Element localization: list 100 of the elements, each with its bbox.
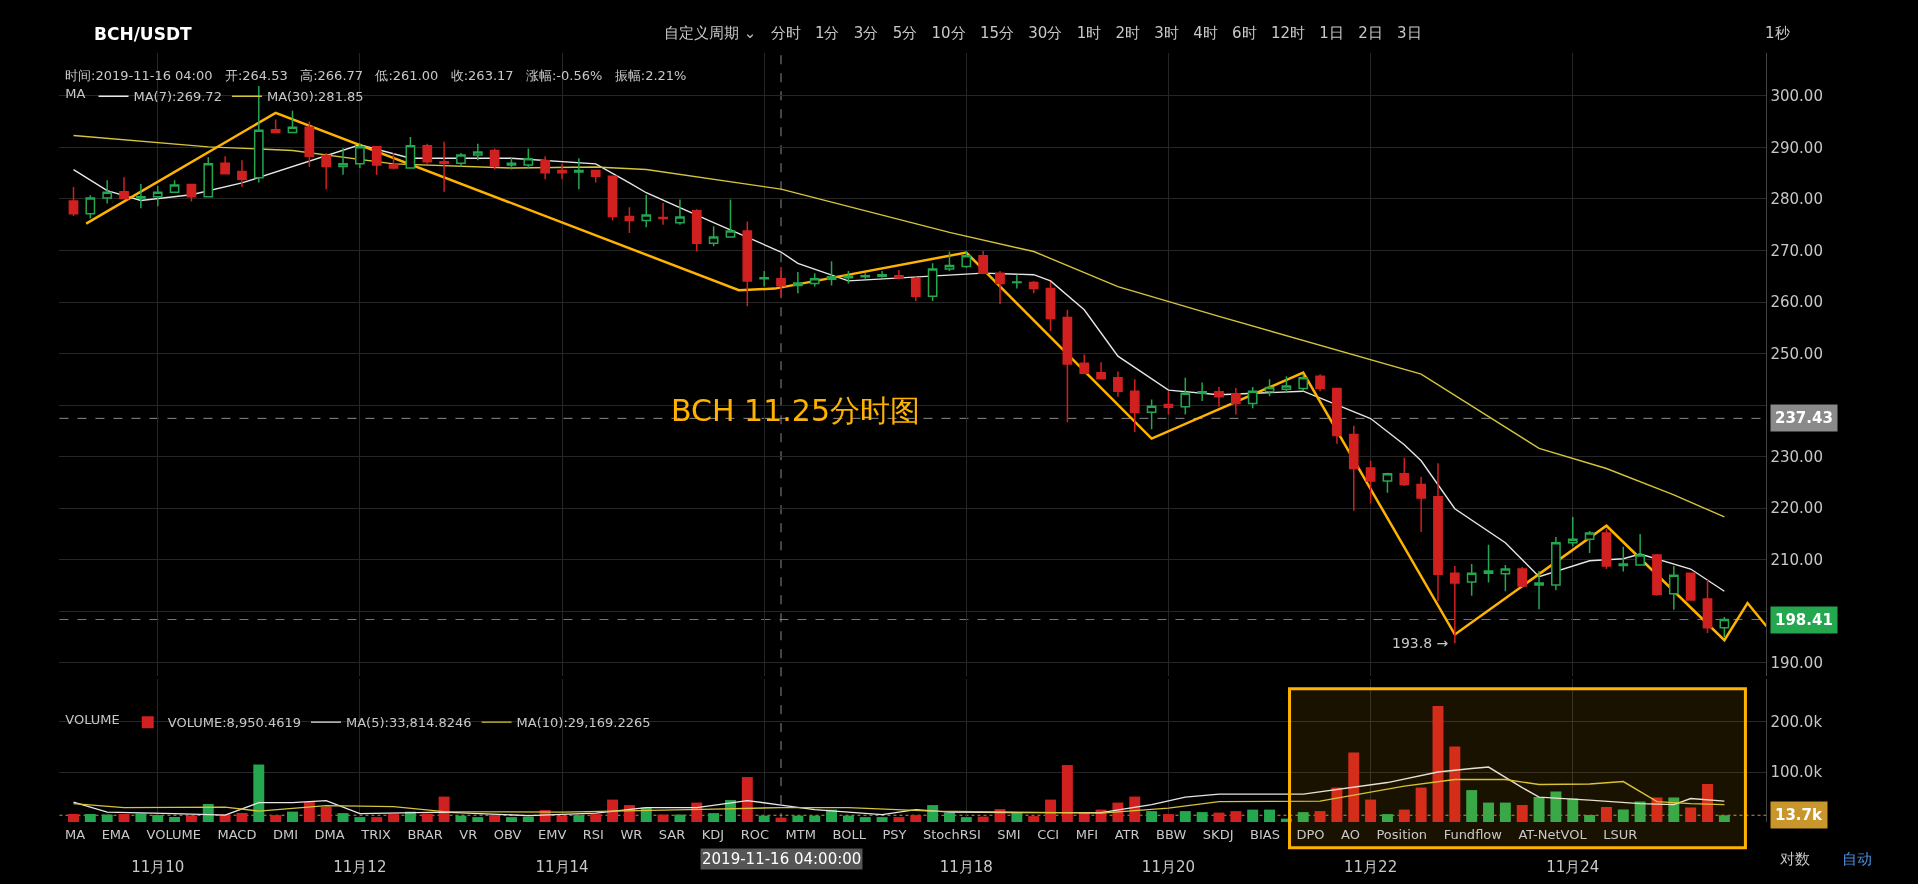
candlestick bbox=[1702, 579, 1713, 634]
bar bbox=[943, 812, 955, 823]
bar bbox=[758, 815, 770, 823]
candlestick bbox=[102, 179, 113, 205]
bar bbox=[1196, 812, 1208, 823]
candlestick bbox=[658, 202, 668, 226]
bar bbox=[573, 815, 585, 823]
candlestick bbox=[203, 156, 214, 198]
bar bbox=[68, 814, 79, 823]
bar bbox=[1381, 814, 1393, 823]
legend-title: MA bbox=[65, 86, 86, 102]
x-tick-label: 11月12 bbox=[333, 858, 387, 877]
annotation: BCH 11.25分时图 bbox=[671, 393, 920, 428]
y-tick-label: 100.0k bbox=[1770, 763, 1823, 782]
candlestick bbox=[675, 198, 685, 226]
bar bbox=[1550, 791, 1562, 823]
y-tick-label: 230.00 bbox=[1770, 447, 1823, 466]
candlestick bbox=[422, 143, 433, 165]
candlestick bbox=[1365, 460, 1376, 505]
legend-title: VOLUME bbox=[65, 712, 120, 728]
candlestick bbox=[843, 270, 854, 285]
bar bbox=[960, 817, 972, 823]
candlestick bbox=[1247, 386, 1258, 409]
bar bbox=[522, 816, 534, 823]
bar bbox=[1533, 797, 1545, 823]
y-tick-label: 210.00 bbox=[1770, 551, 1823, 570]
candlestick bbox=[792, 271, 803, 295]
candlestick bbox=[1062, 309, 1073, 423]
candlestick bbox=[1096, 361, 1106, 380]
bar bbox=[303, 802, 315, 823]
candlestick bbox=[1416, 476, 1427, 533]
candlestick bbox=[456, 152, 466, 168]
candlestick bbox=[725, 198, 736, 238]
candlestick bbox=[1618, 546, 1629, 573]
bar bbox=[472, 817, 484, 823]
bar bbox=[1247, 809, 1259, 823]
bar bbox=[1483, 802, 1494, 823]
bar bbox=[1061, 765, 1073, 823]
bar bbox=[1617, 809, 1629, 823]
bar bbox=[1331, 787, 1343, 823]
candlestick bbox=[439, 140, 449, 193]
line-series bbox=[72, 766, 1726, 817]
candlestick bbox=[557, 163, 567, 181]
candlestick bbox=[1517, 566, 1528, 588]
bar bbox=[438, 796, 450, 823]
candlestick bbox=[776, 266, 786, 298]
candlestick bbox=[742, 220, 753, 307]
bar bbox=[842, 815, 854, 823]
candlestick bbox=[169, 179, 180, 194]
candlestick bbox=[759, 270, 770, 288]
candlestick bbox=[1685, 572, 1696, 601]
candlestick bbox=[1567, 516, 1578, 548]
bar bbox=[792, 815, 804, 823]
bar bbox=[354, 817, 366, 823]
bar bbox=[1230, 811, 1242, 823]
bar bbox=[118, 814, 130, 823]
candlestick bbox=[253, 85, 264, 184]
candlestick bbox=[995, 270, 1005, 305]
candlestick bbox=[1281, 375, 1292, 393]
bar bbox=[741, 777, 753, 823]
ref-line-label: 198.41 bbox=[1775, 611, 1833, 629]
candlestick bbox=[523, 147, 534, 169]
candlestick bbox=[371, 146, 382, 176]
x-tick-label: 11月22 bbox=[1344, 858, 1398, 877]
text: 1秒 bbox=[1765, 24, 1790, 42]
bar bbox=[1162, 814, 1174, 823]
candlestick bbox=[237, 159, 247, 188]
candlestick bbox=[927, 262, 938, 302]
candlestick bbox=[1433, 462, 1443, 602]
bar bbox=[1314, 811, 1326, 823]
bar bbox=[1398, 809, 1410, 823]
bar bbox=[1146, 811, 1158, 823]
bar bbox=[708, 813, 720, 823]
bar bbox=[101, 814, 113, 823]
candlestick bbox=[1534, 570, 1544, 610]
candlestick bbox=[1011, 273, 1022, 290]
bar bbox=[489, 815, 501, 823]
legend-label: MA(30):281.85 bbox=[266, 89, 364, 105]
candlestick bbox=[1382, 471, 1393, 494]
line-series bbox=[72, 778, 1726, 814]
candlestick bbox=[1332, 387, 1342, 445]
text: MA EMA VOLUME MACD DMI DMA TRIX BRAR VR OBV EMV RSI WR SAR KDJ ROC MTM BOLL PSY StochRSI SMI CCI MFI ATR BBW SKDJ BIAS DPO AO Position Fundflow AT-NetVOL LSUR bbox=[65, 827, 1638, 842]
y-tick-label: 270.00 bbox=[1770, 241, 1823, 260]
candlestick bbox=[573, 157, 584, 190]
candlestick bbox=[590, 169, 601, 184]
candlestick bbox=[1584, 530, 1595, 554]
candlestick bbox=[1348, 424, 1359, 512]
candlestick bbox=[1601, 528, 1612, 570]
bar bbox=[910, 815, 922, 823]
candlestick bbox=[809, 272, 820, 288]
candlestick bbox=[119, 176, 129, 201]
bar bbox=[1567, 798, 1579, 823]
legend-label: VOLUME:8,950.4619 bbox=[167, 715, 301, 731]
candlestick bbox=[961, 250, 972, 269]
candlestick bbox=[641, 194, 652, 229]
candlestick bbox=[1652, 553, 1662, 597]
candlestick bbox=[388, 152, 399, 171]
candlestick bbox=[1668, 565, 1679, 611]
candlestick bbox=[860, 272, 871, 280]
legend-label: MA(10):29,169.2265 bbox=[516, 715, 651, 731]
